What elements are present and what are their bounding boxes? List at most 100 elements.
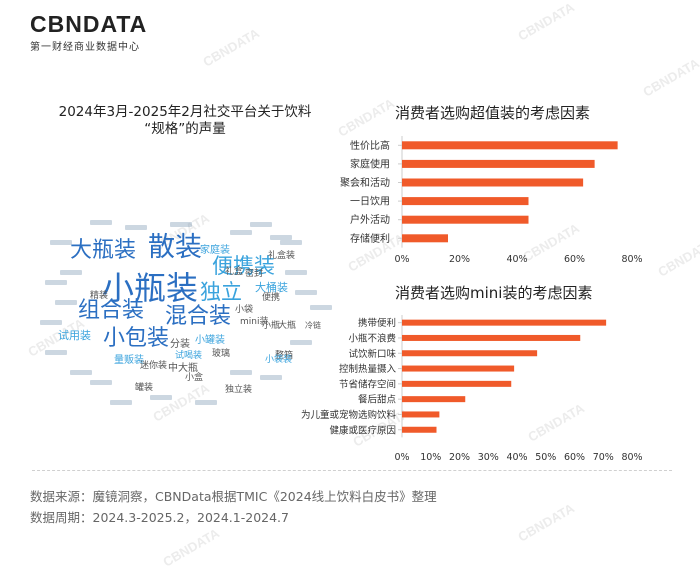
x-tick-label: 40%	[506, 452, 527, 463]
word-cloud-filler	[230, 230, 252, 235]
bar	[402, 215, 529, 224]
word-cloud-term: 独立装	[225, 385, 253, 395]
word-cloud: 小瓶装 散装 大瓶装组合装 混合装 小包装 便携装 独立 大桶装试用装 家庭装小罐装 分装量贩装中…	[30, 210, 332, 410]
x-tick-label: 30%	[478, 452, 499, 463]
footer-divider	[32, 470, 672, 471]
word-cloud-term: 小罐装	[195, 335, 225, 346]
word-cloud-filler	[295, 290, 317, 295]
word-cloud-term: 散装	[148, 232, 202, 263]
word-cloud-term: 大瓶装	[70, 238, 137, 263]
bar	[402, 365, 515, 372]
word-cloud-term: 小袋装	[265, 355, 293, 365]
bar	[402, 197, 529, 206]
word-cloud-filler	[280, 240, 302, 245]
word-cloud-filler	[90, 380, 112, 385]
word-cloud-term: 整箱	[275, 351, 294, 361]
word-cloud-filler	[150, 395, 172, 400]
bar	[402, 319, 607, 326]
category-label: 户外活动	[350, 213, 390, 226]
bar	[402, 178, 584, 187]
word-cloud-term: 密封	[245, 269, 264, 279]
word-cloud-term: 礼盒装	[268, 251, 296, 261]
word-cloud-term: 罐装	[135, 383, 154, 393]
word-cloud-filler	[230, 370, 252, 375]
word-cloud-filler	[110, 400, 132, 405]
word-cloud-term: 小包装	[103, 326, 170, 351]
category-label: 聚会和活动	[340, 176, 390, 189]
word-cloud-title: 2024年3月-2025年2月社交平台关于饮料 “规格”的声量	[40, 104, 330, 138]
x-tick-label: 10%	[420, 452, 441, 463]
word-cloud-filler	[40, 320, 62, 325]
word-cloud-term: 量贩装	[114, 355, 144, 366]
bar	[402, 350, 538, 357]
brand-logo: CBNDATA 第一财经商业数据中心	[30, 12, 147, 53]
logo-tagline: 第一财经商业数据中心	[30, 42, 140, 53]
category-label: 存储便利	[350, 232, 390, 245]
bar	[402, 426, 437, 433]
word-cloud-filler	[45, 350, 67, 355]
word-cloud-filler	[195, 400, 217, 405]
word-cloud-term: 混合装	[165, 304, 232, 329]
category-label: 携带便利	[358, 317, 396, 329]
word-cloud-term: 试喝装	[175, 351, 203, 361]
x-tick-label: 60%	[564, 254, 585, 265]
footer-source: 数据来源：魔镜洞察，CBNData根据TMIC《2024线上饮料白皮书》整理	[30, 489, 437, 504]
word-cloud-term: 组合装	[78, 298, 145, 323]
category-label: 为儿童或宠物选购饮料	[301, 409, 397, 421]
word-cloud-filler	[70, 370, 92, 375]
logo-text: CBNDATA	[30, 11, 148, 37]
category-label: 一日饮用	[350, 195, 390, 208]
x-tick-label: 80%	[621, 452, 642, 463]
word-cloud-filler	[55, 300, 77, 305]
word-cloud-filler	[310, 305, 332, 310]
word-cloud-term: mini装	[240, 317, 269, 327]
word-cloud-filler	[285, 270, 307, 275]
footer-period: 数据周期：2024.3-2025.2，2024.1-2024.7	[30, 510, 289, 525]
word-cloud-title-line1: 2024年3月-2025年2月社交平台关于饮料	[58, 104, 312, 120]
category-label: 节省储存空间	[339, 378, 396, 390]
bar	[402, 141, 618, 150]
word-cloud-title-line2: “规格”的声量	[144, 121, 226, 137]
category-label: 控制热量摄入	[339, 363, 397, 375]
word-cloud-term: 小袋	[235, 305, 254, 315]
bar	[402, 411, 440, 418]
bar	[402, 234, 448, 243]
x-tick-label: 50%	[535, 452, 556, 463]
word-cloud-term: 家庭装	[200, 245, 230, 256]
word-cloud-filler	[45, 280, 67, 285]
word-cloud-term: 冷链	[305, 321, 321, 330]
word-cloud-filler	[50, 240, 72, 245]
word-cloud-term: 小瓶	[262, 321, 281, 331]
footer: 数据来源：魔镜洞察，CBNData根据TMIC《2024线上饮料白皮书》整理 数…	[30, 486, 437, 528]
word-cloud-term: 独立	[200, 280, 242, 304]
word-cloud-filler	[260, 375, 282, 380]
word-cloud-term: 分装	[170, 339, 190, 350]
bar	[402, 334, 581, 341]
word-cloud-term: 玻璃	[212, 349, 231, 359]
category-label: 小瓶不浪费	[348, 332, 396, 344]
word-cloud-term: 大瓶	[278, 321, 297, 331]
word-cloud-filler	[270, 235, 292, 240]
x-tick-label: 70%	[593, 452, 614, 463]
word-cloud-filler	[250, 222, 272, 227]
word-cloud-term: 小盒	[185, 373, 204, 383]
word-cloud-filler	[290, 340, 312, 345]
category-label: 试饮新口味	[348, 348, 396, 360]
word-cloud-term: 迷你装	[140, 361, 168, 371]
chart-title: 消费者选购超值装的考虑因素	[395, 104, 590, 122]
word-cloud-term: 大桶装	[255, 281, 288, 294]
x-tick-label: 20%	[449, 452, 470, 463]
x-tick-label: 60%	[564, 452, 585, 463]
word-cloud-term: 小瓶装	[102, 269, 199, 307]
word-cloud-filler	[60, 270, 82, 275]
word-cloud-term: 便携装	[212, 254, 275, 278]
x-tick-label: 0%	[394, 254, 409, 265]
word-cloud-term: 中大瓶	[168, 363, 198, 374]
word-cloud-term: 试用装	[58, 329, 91, 342]
bar	[402, 159, 595, 168]
x-tick-label: 20%	[449, 254, 470, 265]
word-cloud-filler	[125, 225, 147, 230]
word-cloud-filler	[170, 222, 192, 227]
x-tick-label: 0%	[394, 452, 409, 463]
